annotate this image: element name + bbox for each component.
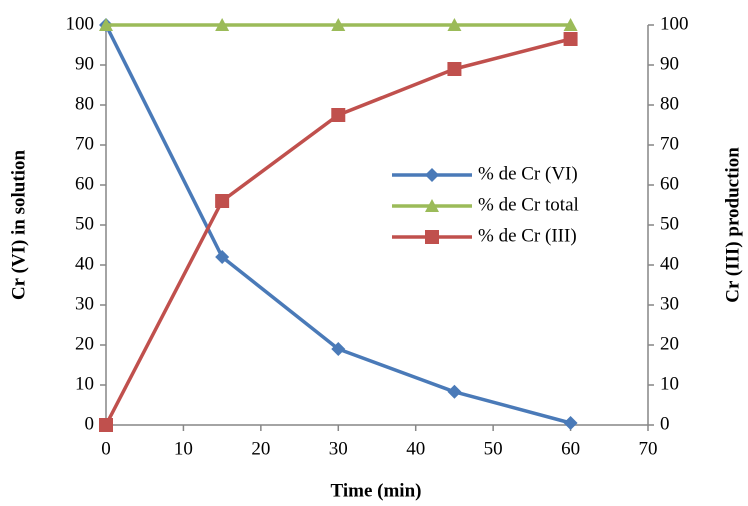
data-point bbox=[447, 384, 462, 399]
y-tick-label: 80 bbox=[75, 93, 94, 114]
y2-tick-label: 100 bbox=[660, 13, 689, 34]
data-point bbox=[447, 18, 462, 31]
y-tick-label: 30 bbox=[75, 293, 94, 314]
y-tick-label: 70 bbox=[75, 133, 94, 154]
y-tick-label: 60 bbox=[75, 173, 94, 194]
data-point bbox=[215, 18, 230, 31]
data-point bbox=[447, 62, 462, 76]
data-point bbox=[215, 194, 230, 208]
x-tick-label: 70 bbox=[639, 438, 658, 459]
series-line bbox=[104, 24, 572, 425]
y2-tick-label: 70 bbox=[660, 133, 679, 154]
y-tick-label: 50 bbox=[75, 213, 94, 234]
x-tick-label: 60 bbox=[561, 438, 580, 459]
legend-marker bbox=[425, 199, 439, 212]
y-tick-label: 0 bbox=[85, 413, 95, 434]
y2-tick-label: 0 bbox=[660, 413, 670, 434]
data-point bbox=[563, 32, 578, 46]
data-point bbox=[563, 18, 578, 31]
data-point bbox=[99, 18, 113, 31]
y2-tick-label: 90 bbox=[660, 53, 679, 74]
y-tick-label: 10 bbox=[75, 373, 94, 394]
y2-tick-label: 40 bbox=[660, 253, 679, 274]
x-axis-title: Time (min) bbox=[331, 480, 422, 501]
y2-tick-label: 20 bbox=[660, 333, 679, 354]
legend-label: % de Cr total bbox=[478, 194, 579, 215]
y2-tick-label: 10 bbox=[660, 373, 679, 394]
y2-tick-label: 80 bbox=[660, 93, 679, 114]
y2-tick-label: 30 bbox=[660, 293, 679, 314]
data-point bbox=[563, 416, 578, 430]
x-tick-label: 50 bbox=[484, 438, 503, 459]
data-point bbox=[215, 250, 230, 264]
legend-label: % de Cr (VI) bbox=[478, 163, 578, 184]
x-tick-label: 20 bbox=[251, 438, 270, 459]
x-tick-label: 0 bbox=[101, 438, 111, 459]
data-point bbox=[99, 418, 113, 432]
x-tick-label: 40 bbox=[406, 438, 425, 459]
y-tick-label: 100 bbox=[66, 13, 95, 34]
y2-tick-label: 60 bbox=[660, 173, 679, 194]
data-point bbox=[331, 18, 346, 31]
data-point bbox=[331, 108, 346, 122]
legend-label: % de Cr (III) bbox=[478, 225, 577, 246]
y-tick-label: 20 bbox=[75, 333, 94, 354]
x-tick-label: 10 bbox=[174, 438, 193, 459]
y2-tick-label: 50 bbox=[660, 213, 679, 234]
y-tick-label: 90 bbox=[75, 53, 94, 74]
y-axis-title: Cr (VI) in solution bbox=[8, 150, 29, 301]
y-tick-label: 40 bbox=[75, 253, 94, 274]
y2-axis-title: Cr (III) production bbox=[722, 147, 743, 303]
legend-marker bbox=[425, 230, 439, 244]
data-point bbox=[331, 342, 346, 356]
x-tick-label: 30 bbox=[329, 438, 348, 459]
legend-marker bbox=[425, 168, 439, 182]
